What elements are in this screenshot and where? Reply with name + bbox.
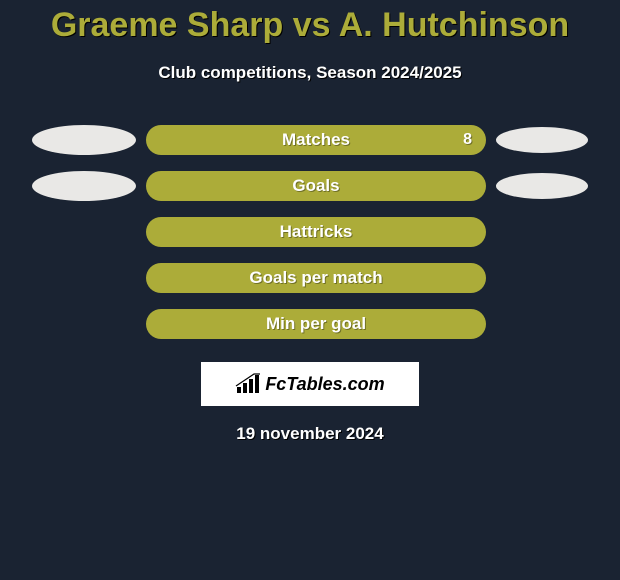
logo-box: FcTables.com [201,362,419,406]
left-score-oval [32,125,136,155]
right-score-oval [496,173,588,199]
stat-pill-goals-per-match: Goals per match [146,263,486,293]
stat-pill-hattricks: Hattricks [146,217,486,247]
stat-row-matches: Matches 8 [0,117,620,163]
footer-date: 19 november 2024 [0,424,620,444]
left-score-oval [32,171,136,201]
stat-pill-goals: Goals [146,171,486,201]
bar-chart-icon [235,373,261,395]
page-subtitle: Club competitions, Season 2024/2025 [0,63,620,83]
stat-row-min-per-goal: Min per goal [0,301,620,347]
stats-rows: Matches 8 Goals Hattricks Goals p [0,117,620,347]
stat-label: Matches [282,130,350,150]
stat-label: Goals per match [249,268,382,288]
logo-text: FcTables.com [265,374,384,395]
stat-label: Min per goal [266,314,366,334]
stat-pill-matches: Matches 8 [146,125,486,155]
page-title: Graeme Sharp vs A. Hutchinson [0,0,620,45]
stat-value: 8 [463,131,472,149]
stat-label: Hattricks [280,222,353,242]
stat-pill-min-per-goal: Min per goal [146,309,486,339]
stat-row-goals-per-match: Goals per match [0,255,620,301]
stat-label: Goals [292,176,339,196]
stat-row-hattricks: Hattricks [0,209,620,255]
stat-row-goals: Goals [0,163,620,209]
comparison-card: Graeme Sharp vs A. Hutchinson Club compe… [0,0,620,580]
right-score-oval [496,127,588,153]
